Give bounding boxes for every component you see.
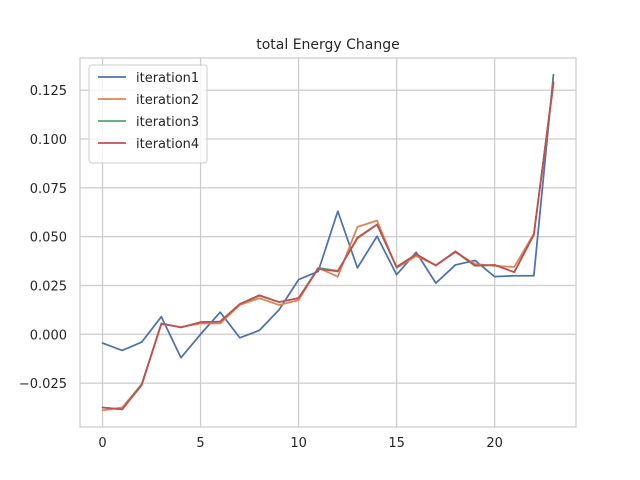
plot-frame: [79, 57, 577, 428]
y-tick-label: 0.100: [30, 133, 67, 148]
y-tick-label: 0.025: [30, 279, 67, 294]
y-tick-label: 0.050: [30, 231, 67, 246]
y-tick-label: 0.075: [30, 182, 67, 197]
legend: iteration1 iteration2 iteration3 iteration4: [88, 64, 208, 164]
x-tick-label: 0: [98, 436, 106, 451]
series-lines: [101, 73, 555, 412]
legend-label: iteration4: [136, 137, 199, 152]
x-tick-label: 20: [486, 436, 503, 451]
legend-box: [88, 64, 208, 164]
y-tick-label: 0.000: [30, 328, 67, 343]
x-tick-label: 10: [290, 436, 307, 451]
x-tick-label: 5: [196, 436, 204, 451]
legend-label: iteration1: [136, 71, 199, 86]
legend-label: iteration3: [136, 115, 199, 130]
y-tick-label: −0.025: [19, 377, 67, 392]
series-line-iteration4: [101, 81, 555, 411]
y-tick-label: 0.125: [30, 84, 67, 99]
tick-labels: 0 5 10 15 20 −0.025 0.000 0.025 0.050 0.075 0.100 0…: [19, 84, 503, 451]
legend-label: iteration2: [136, 93, 199, 108]
x-tick-label: 15: [388, 436, 405, 451]
series-line-iteration1: [101, 73, 555, 359]
chart-title: total Energy Change: [256, 37, 400, 53]
